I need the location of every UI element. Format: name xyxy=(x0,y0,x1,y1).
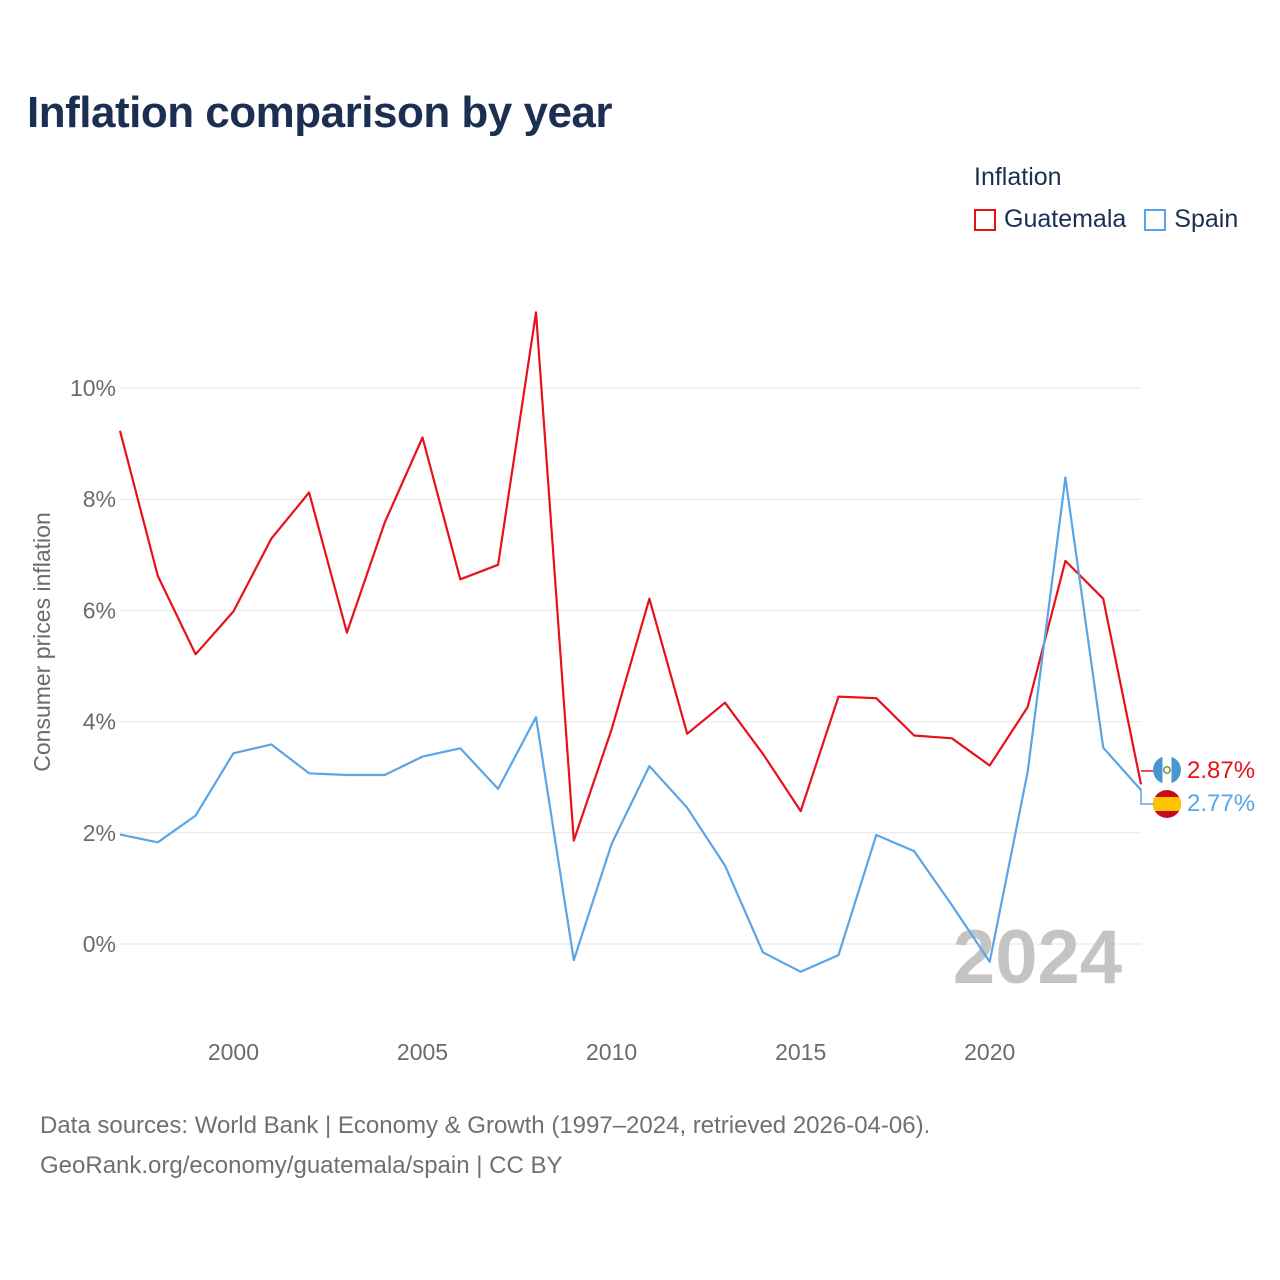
year-watermark: 2024 xyxy=(953,915,1122,1000)
spain-end-label: 2.77% xyxy=(1187,790,1255,817)
x-tick-label: 2000 xyxy=(208,1039,259,1065)
y-tick-label: 0% xyxy=(83,931,116,957)
x-tick-label: 2015 xyxy=(775,1039,826,1065)
series-line-guatemala[interactable] xyxy=(118,311,1143,842)
footer-link[interactable]: GeoRank.org/economy/guatemala/spain | CC… xyxy=(40,1152,563,1179)
x-tick-label: 2020 xyxy=(964,1039,1015,1065)
legend-label-spain: Spain xyxy=(1174,205,1239,233)
legend: Guatemala Spain xyxy=(974,205,1256,234)
footer-source: Data sources: World Bank | Economy & Gro… xyxy=(40,1112,931,1139)
series-line-spain[interactable] xyxy=(119,476,1142,973)
y-tick-label: 6% xyxy=(83,597,116,623)
y-tick-label: 2% xyxy=(83,820,116,846)
y-tick-label: 8% xyxy=(83,486,116,512)
x-tick-label: 2005 xyxy=(397,1039,448,1065)
legend-swatch-spain xyxy=(1144,208,1167,231)
legend-label-guatemala: Guatemala xyxy=(1004,205,1127,233)
y-axis-label: Consumer prices inflation xyxy=(29,512,55,772)
spain-end-connector xyxy=(1140,789,1153,805)
x-tick-label: 2010 xyxy=(586,1039,637,1065)
legend-title: Inflation xyxy=(974,163,1062,191)
legend-swatch-guatemala xyxy=(974,208,996,231)
y-tick-label: 4% xyxy=(83,709,116,735)
y-tick-label: 10% xyxy=(70,375,116,401)
legend-item-guatemala[interactable]: Guatemala xyxy=(974,205,1126,234)
legend-item-spain[interactable]: Spain xyxy=(1144,205,1238,234)
footer: Data sources: World Bank | Economy & Gro… xyxy=(40,1106,930,1186)
chart-title: Inflation comparison by year xyxy=(27,88,613,137)
spain-flag-icon xyxy=(1153,790,1181,818)
guatemala-end-label: 2.87% xyxy=(1187,757,1255,784)
guatemala-flag-icon xyxy=(1153,756,1181,784)
